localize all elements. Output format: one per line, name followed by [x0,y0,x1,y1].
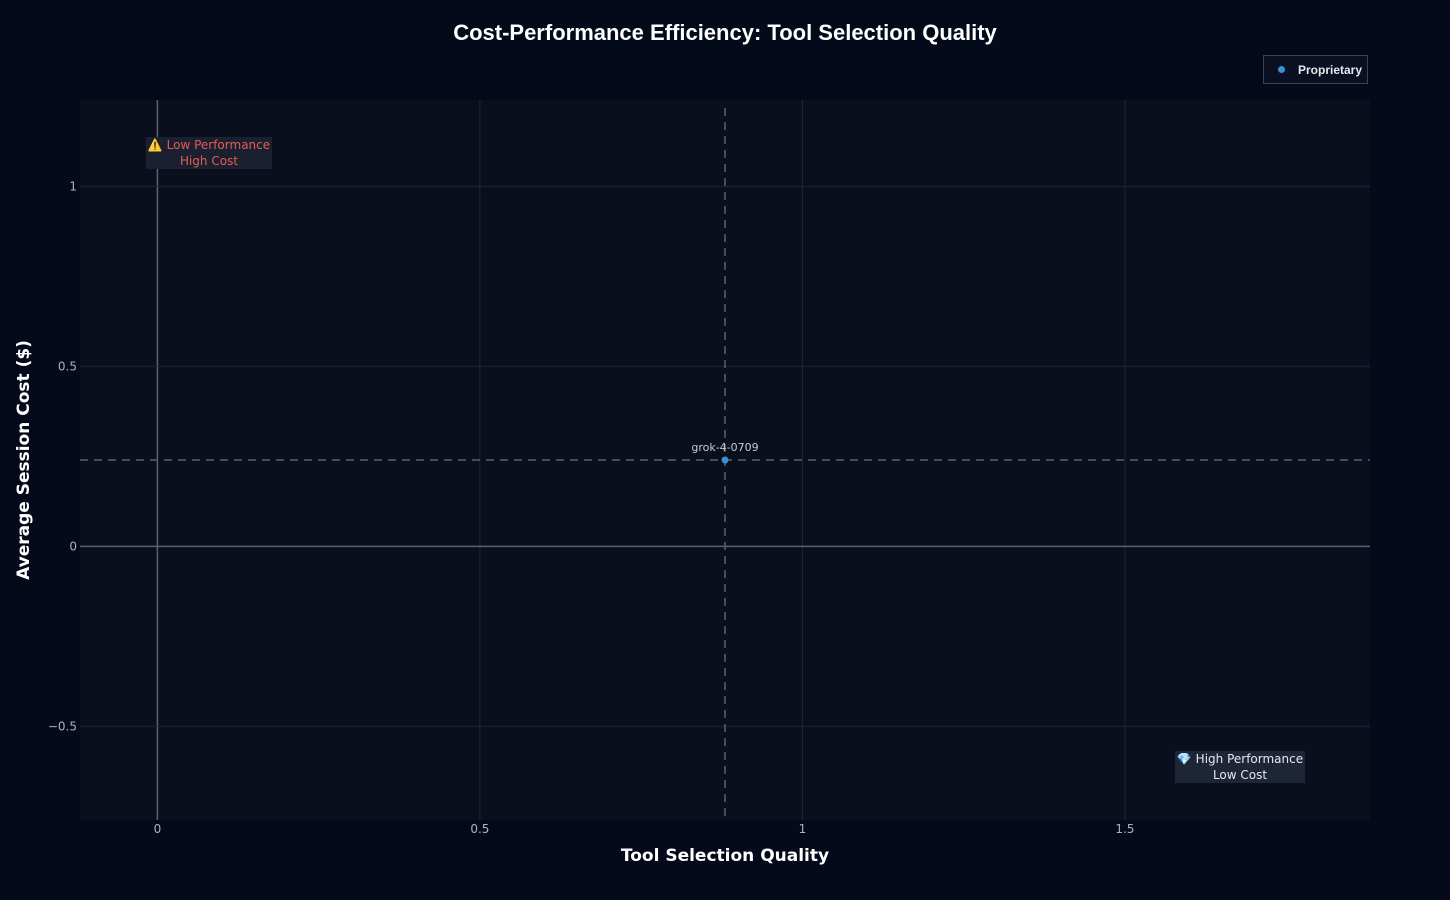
x-tick-label: 0 [154,822,162,836]
annotation-line-1: Low Performance [166,138,271,152]
chart-title: Cost-Performance Efficiency: Tool Select… [453,20,997,45]
annotation-line-1: High Performance [1195,752,1304,766]
y-tick-label: 0 [69,539,77,553]
tick-labels: 0 0.5 1 1.5 −0.5 0 0.5 1 [48,179,1135,836]
point-label: grok-4-0709 [691,441,758,454]
data-points: grok-4-0709 [691,441,759,464]
x-tick-label: 1.5 [1115,822,1134,836]
annotation-line-2: Low Cost [1212,768,1268,782]
y-tick-label: 1 [69,179,77,193]
x-axis-title: Tool Selection Quality [621,846,829,866]
annotation-high-performance: 💎 High Performance Low Cost [1175,751,1305,783]
legend[interactable]: Proprietary [1263,55,1368,84]
y-axis-title: Average Session Cost ($) [14,340,34,580]
y-tick-label: −0.5 [48,719,77,733]
x-tick-label: 1 [799,822,807,836]
legend-label-proprietary: Proprietary [1298,62,1363,77]
warning-icon: ⚠️ [147,138,163,152]
data-point [721,456,729,464]
annotation-line-2: High Cost [179,154,239,168]
gem-icon: 💎 [1176,752,1192,766]
y-tick-label: 0.5 [58,359,77,373]
x-tick-label: 0.5 [470,822,489,836]
legend-marker-proprietary [1278,66,1285,73]
annotation-low-performance: ⚠️ Low Performance High Cost [146,137,272,169]
